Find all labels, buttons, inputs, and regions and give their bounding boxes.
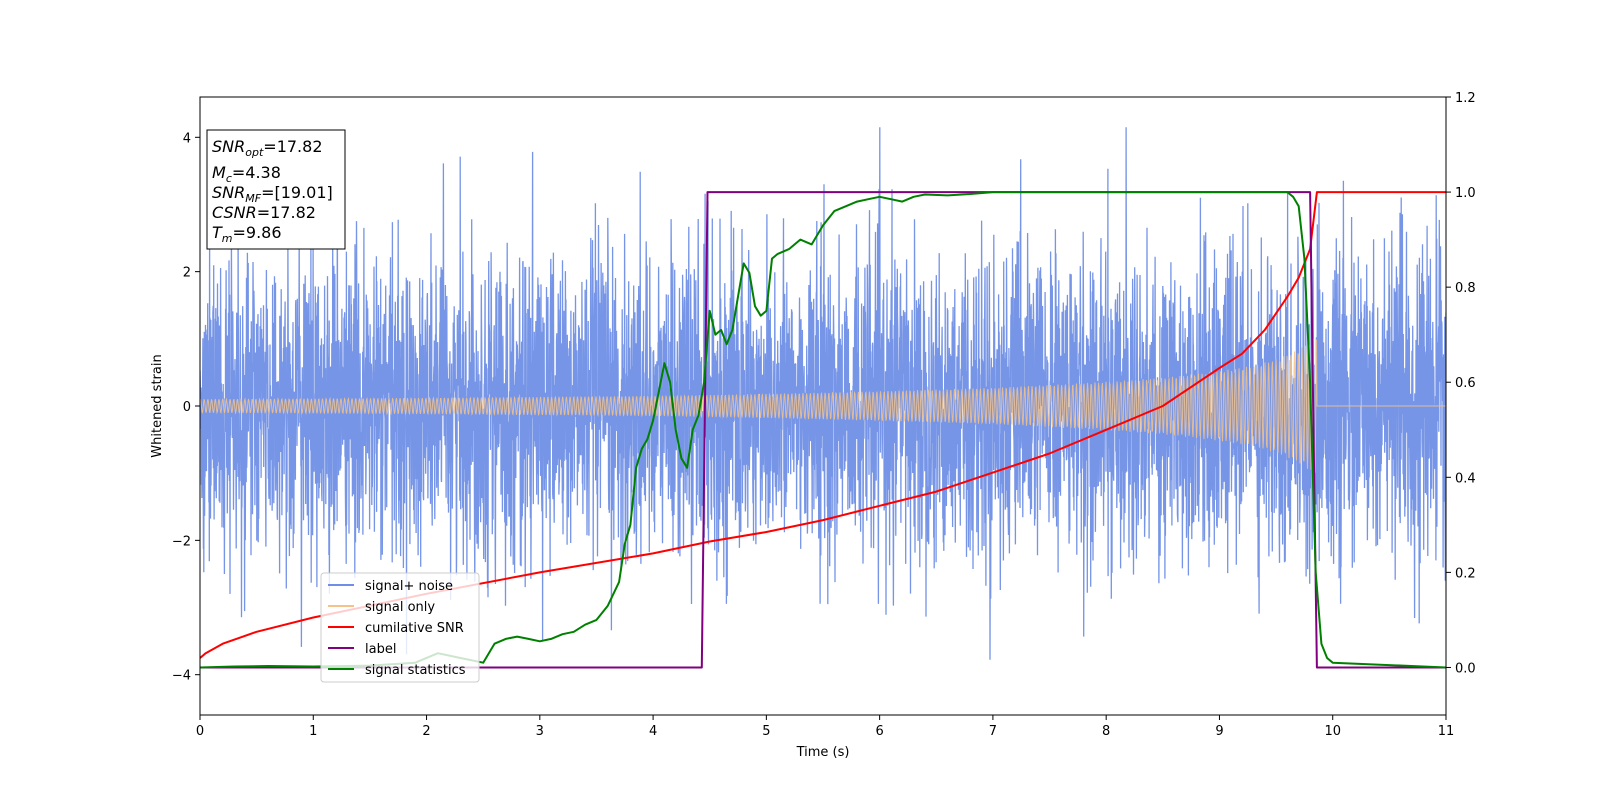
x-tick-label: 9 [1215, 724, 1223, 739]
x-tick-label: 8 [1102, 724, 1110, 739]
series-signal-noise [200, 127, 1446, 660]
legend-label-signal-statistics: signal statistics [365, 663, 466, 678]
info-mc: Mc=4.38 [212, 163, 281, 185]
series-signal-statistics [200, 191, 1446, 669]
ticks-layer: 0 1 2 3 4 5 6 7 8 9 10 11 4 2 0 −2 −4 1.2 1.0 0.8 0.6 0.4 0.2 0… [172, 91, 1476, 739]
x-tick-label: 4 [649, 724, 657, 739]
legend-label-label: label [365, 642, 396, 657]
info-box: SNRopt=17.82 Mc=4.38 SNRMF=[19.01] CSNR=… [206, 129, 346, 250]
y-left-tick-label: −4 [172, 669, 191, 684]
info-csnr: CSNR=17.82 [212, 203, 316, 222]
y-axis-label-left: Whitened strain [150, 354, 165, 457]
x-axis-label: Time (s) [796, 745, 850, 760]
y-right-tick-label: 0.4 [1455, 471, 1476, 486]
x-tick-label: 11 [1438, 724, 1455, 739]
y-right-tick-label: 0.8 [1455, 281, 1476, 296]
legend-frame [320, 572, 480, 683]
y-right-tick-label: 0.2 [1455, 566, 1476, 581]
x-tick-label: 2 [422, 724, 430, 739]
x-tick-label: 10 [1324, 724, 1341, 739]
y-right-tick-label: 1.0 [1455, 186, 1476, 201]
y-left-tick-label: −2 [172, 534, 191, 549]
y-left-tick-label: 0 [183, 400, 191, 415]
y-right-tick-label: 0.6 [1455, 376, 1476, 391]
info-box-frame [206, 129, 346, 250]
info-tm: Tm=9.86 [212, 223, 282, 245]
y-left-tick-label: 4 [183, 131, 191, 146]
x-tick-label: 3 [536, 724, 544, 739]
x-tick-label: 7 [989, 724, 997, 739]
x-tick-label: 0 [196, 724, 204, 739]
info-snr-mf: SNRMF=[19.01] [212, 183, 333, 205]
y-right-tick-label: 1.2 [1455, 91, 1476, 106]
x-tick-label: 1 [309, 724, 317, 739]
legend-label-signal-noise: signal+ noise [365, 579, 453, 594]
series-signal-only [200, 338, 1446, 473]
info-snr-opt: SNRopt=17.82 [212, 137, 323, 159]
x-tick-label: 5 [762, 724, 770, 739]
y-left-tick-label: 2 [183, 266, 191, 281]
legend-label-cumulative-snr: cumilative SNR [365, 621, 464, 636]
y-right-tick-label: 0.0 [1455, 661, 1476, 676]
legend: signal+ noise signal only cumilative SNR… [320, 572, 480, 683]
legend-label-signal-only: signal only [365, 600, 435, 615]
x-tick-label: 6 [875, 724, 883, 739]
